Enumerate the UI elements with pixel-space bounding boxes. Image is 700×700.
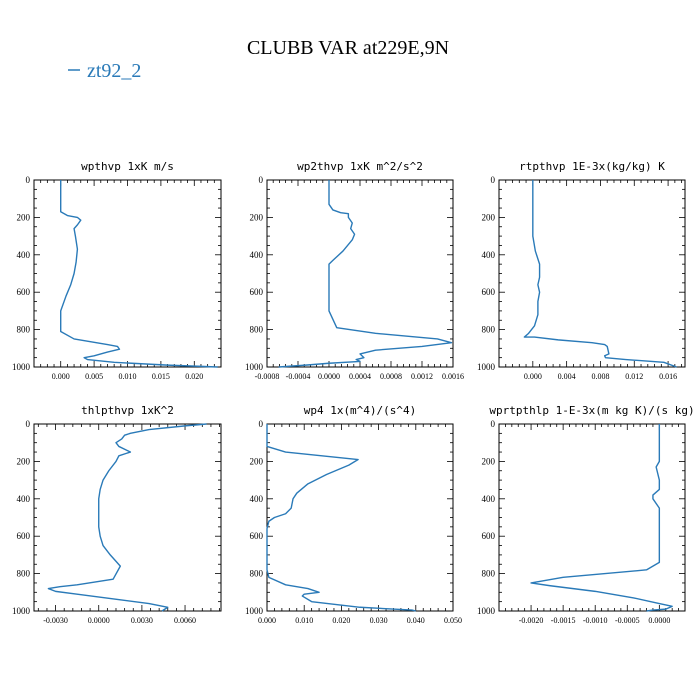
x-tick-label: 0.005 [85, 372, 103, 381]
plot-frame [266, 423, 454, 612]
panel-title: wprtpthlp 1-E-3x(m kg K)/(s kg) [489, 404, 694, 417]
x-tick-label: 0.000 [524, 372, 542, 381]
series-line-zt92-2 [278, 180, 453, 368]
y-tick-label: 600 [17, 531, 31, 541]
x-tick-label: 0.0008 [380, 372, 402, 381]
panel-title: wpthvp 1xK m/s [81, 160, 174, 173]
y-tick-label: 200 [17, 456, 31, 466]
series-line-zt92-2 [60, 180, 218, 368]
x-tick-label: 0.040 [407, 616, 425, 625]
y-tick-label: 400 [482, 250, 496, 260]
panel-3: rtpthvp 1E-3x(kg/kg) K 0 200 400 600 800 1000 0… [477, 160, 686, 381]
x-tick-label: 0.0000 [88, 616, 110, 625]
y-tick-label: 600 [482, 531, 496, 541]
y-tick-label: 200 [482, 212, 496, 222]
x-tick-label: -0.0004 [286, 372, 311, 381]
y-tick-label: 600 [17, 287, 31, 297]
y-tick-label: 1000 [477, 362, 496, 372]
y-tick-label: 800 [17, 569, 31, 579]
y-tick-label: 600 [250, 287, 264, 297]
x-tick-label: 0.050 [444, 616, 462, 625]
y-tick-label: 200 [250, 456, 264, 466]
figure-legend: zt92_2 [68, 60, 141, 82]
panel-title: wp2thvp 1xK m^2/s^2 [297, 160, 423, 173]
y-tick-label: 600 [482, 287, 496, 297]
y-tick-label: 0 [491, 175, 496, 185]
y-tick-label: 400 [17, 494, 31, 504]
panel-1: wpthvp 1xK m/s 0 200 400 600 800 1000 0.000 0.00… [12, 160, 222, 381]
x-tick-label: -0.0020 [519, 616, 544, 625]
x-tick-label: -0.0010 [583, 616, 608, 625]
x-tick-label: -0.0030 [43, 616, 68, 625]
x-tick-label: 0.0060 [174, 616, 196, 625]
x-tick-label: 0.0004 [349, 372, 371, 381]
x-tick-label: 0.020 [332, 616, 350, 625]
y-tick-label: 600 [250, 531, 264, 541]
y-tick-label: 1000 [12, 362, 31, 372]
x-tick-label: 0.0030 [131, 616, 153, 625]
plot-frame [33, 179, 222, 368]
y-tick-label: 400 [250, 250, 264, 260]
legend-label-zt92-2: zt92_2 [87, 60, 141, 82]
y-tick-label: 200 [17, 212, 31, 222]
x-tick-label: 0.020 [185, 372, 203, 381]
x-tick-label: 0.016 [659, 372, 677, 381]
y-tick-label: 400 [250, 494, 264, 504]
x-tick-label: -0.0008 [255, 372, 280, 381]
panel-title: rtpthvp 1E-3x(kg/kg) K [519, 160, 665, 173]
y-tick-label: 400 [17, 250, 31, 260]
y-tick-label: 800 [250, 325, 264, 335]
x-tick-label: 0.010 [295, 616, 313, 625]
y-tick-label: 1000 [12, 606, 31, 616]
plot-frame [498, 423, 686, 612]
y-tick-label: 800 [482, 569, 496, 579]
x-tick-label: -0.0005 [615, 616, 640, 625]
y-tick-label: 0 [26, 419, 31, 429]
y-tick-label: 200 [482, 456, 496, 466]
y-tick-label: 800 [482, 325, 496, 335]
panel-title: thlpthvp 1xK^2 [81, 404, 174, 417]
x-tick-label: 0.000 [52, 372, 70, 381]
y-tick-label: 800 [17, 325, 31, 335]
panel-title: wp4 1x(m^4)/(s^4) [304, 404, 417, 417]
y-tick-label: 1000 [245, 606, 264, 616]
y-tick-label: 800 [250, 569, 264, 579]
x-tick-label: 0.0000 [318, 372, 340, 381]
x-tick-label: 0.030 [370, 616, 388, 625]
series-line-zt92-2 [266, 424, 416, 612]
y-tick-label: 0 [491, 419, 496, 429]
x-tick-label: 0.015 [152, 372, 170, 381]
panel-4: thlpthvp 1xK^2 0 200 400 600 800 1000 -0.0030 0.… [12, 404, 222, 625]
y-tick-label: 0 [259, 175, 264, 185]
x-tick-label: 0.0016 [442, 372, 464, 381]
panel-2: wp2thvp 1xK m^2/s^202004006008001000-0.0… [245, 160, 464, 381]
x-tick-label: 0.008 [591, 372, 609, 381]
x-tick-label: 0.010 [119, 372, 137, 381]
series-line-zt92-2 [530, 424, 673, 612]
y-tick-label: 400 [482, 494, 496, 504]
y-tick-label: 1000 [477, 606, 496, 616]
y-tick-label: 0 [259, 419, 264, 429]
x-tick-label: 0.0000 [648, 616, 670, 625]
panel-6: wprtpthlp 1-E-3x(m kg K)/(s kg) 0 200 400 60… [477, 404, 695, 625]
plot-frame [33, 423, 222, 612]
x-tick-label: 0.0012 [411, 372, 433, 381]
x-tick-label: 0.000 [258, 616, 276, 625]
x-tick-label: 0.004 [558, 372, 576, 381]
y-tick-label: 1000 [245, 362, 264, 372]
y-tick-label: 0 [26, 175, 31, 185]
x-tick-label: 0.012 [625, 372, 643, 381]
plot-frame [498, 179, 686, 368]
plot-frame [266, 179, 454, 368]
figure-title: CLUBB VAR at229E,9N [247, 37, 449, 59]
y-tick-label: 200 [250, 212, 264, 222]
x-tick-label: -0.0015 [551, 616, 576, 625]
series-line-zt92-2 [47, 423, 207, 612]
series-line-zt92-2 [523, 180, 677, 368]
